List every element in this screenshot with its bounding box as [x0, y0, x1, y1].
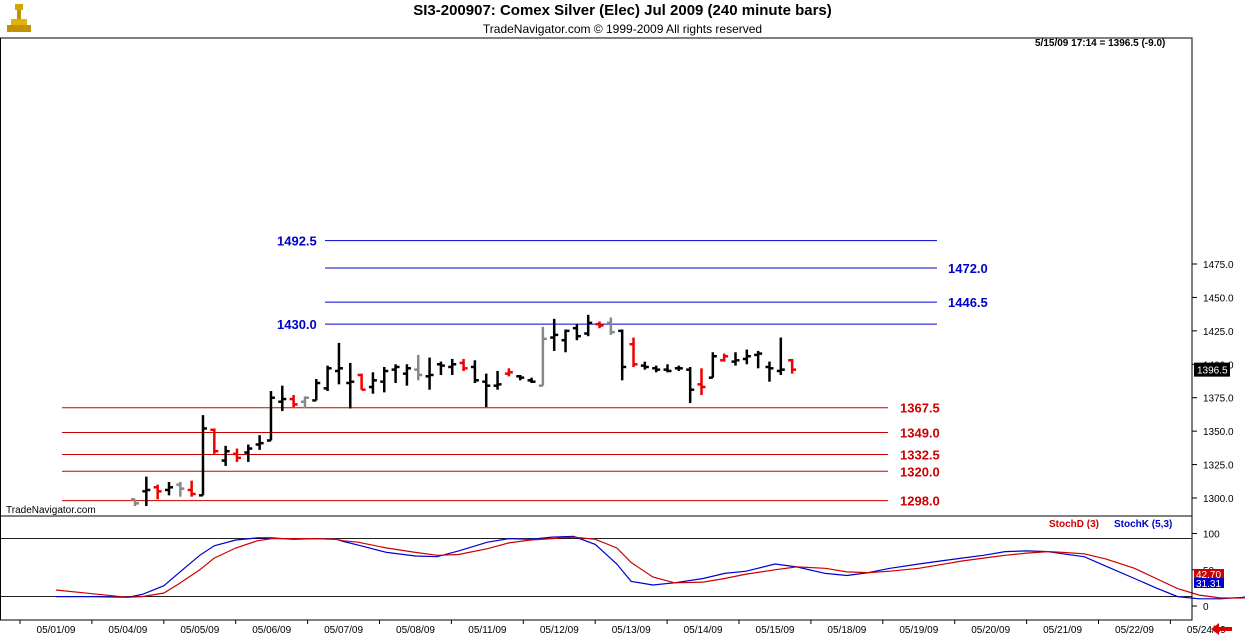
x-tick-label: 05/22/09 — [1115, 625, 1154, 636]
stochk-legend: StochK (5,3) — [1114, 519, 1172, 530]
watermark-text: TradeNavigator.com — [6, 505, 96, 516]
price-panel-border — [0, 37, 1193, 517]
level-label: 1446.5 — [948, 295, 988, 310]
scroll-left-arrow-icon[interactable] — [1211, 623, 1232, 635]
date-x-axis[interactable]: 05/01/09 05/04/09 05/05/09 05/06/09 05/07/09… — [19, 620, 1232, 636]
y-tick-label: 1375.0 — [1203, 394, 1234, 405]
level-label: 1320.0 — [900, 464, 940, 479]
x-tick-label: 05/18/09 — [827, 625, 866, 636]
tradenavigator-logo-icon — [7, 4, 31, 32]
stochd-legend: StochD (3) — [1049, 519, 1099, 530]
stoch-value-tag — [1194, 569, 1224, 579]
last-price-label: 1396.5 — [1197, 366, 1228, 377]
last-price-tag — [1194, 362, 1230, 377]
stochd-line — [55, 536, 1245, 599]
stoch-value-tag — [1194, 578, 1224, 588]
y-tick-label: 1300.0 — [1203, 494, 1234, 505]
level-label: 1430.0 — [277, 317, 317, 332]
x-tick-label: 05/19/09 — [899, 625, 938, 636]
copyright-text: TradeNavigator.com © 1999-2009 All right… — [482, 22, 763, 36]
level-label: 1492.5 — [277, 234, 317, 249]
level-label: 1332.5 — [900, 448, 940, 463]
chart-header: SI3-200907: Comex Silver (Elec) Jul 2009… — [0, 0, 1245, 40]
x-tick-label: 05/15/09 — [756, 625, 795, 636]
x-tick-label: 05/20/09 — [971, 625, 1010, 636]
stochk-line — [56, 535, 1245, 600]
price-y-axis: 1300.01325.01350.01375.01400.01425.01450… — [1192, 260, 1234, 505]
x-tick-label: 05/13/09 — [612, 625, 651, 636]
x-tick-label: 05/24/09 — [1187, 625, 1226, 636]
x-tick-label: 05/06/09 — [252, 625, 291, 636]
y-tick-label: 1475.0 — [1203, 260, 1234, 271]
x-tick-label: 05/01/09 — [37, 625, 76, 636]
y-tick-label: 1350.0 — [1203, 427, 1234, 438]
stoch-value-label: 42.70 — [1196, 570, 1221, 581]
stoch-value-label: 31.31 — [1196, 579, 1221, 590]
level-label: 1349.0 — [900, 425, 940, 440]
x-tick-label: 05/04/09 — [108, 625, 147, 636]
stoch-tick-label: 0 — [1203, 602, 1209, 613]
last-price-info: 5/15/09 17:14 = 1396.5 (-9.0) — [1035, 38, 1165, 49]
level-label: 1367.5 — [900, 401, 940, 416]
x-tick-label: 05/07/09 — [324, 625, 363, 636]
y-tick-label: 1450.0 — [1203, 293, 1234, 304]
level-label: 1472.0 — [948, 261, 988, 276]
x-tick-label: 05/14/09 — [684, 625, 723, 636]
chart-title: SI3-200907: Comex Silver (Elec) Jul 2009… — [413, 2, 832, 19]
stoch-panel-border — [0, 515, 1193, 621]
x-tick-label: 05/05/09 — [180, 625, 219, 636]
level-label: 1298.0 — [900, 494, 940, 509]
chart-frame — [0, 37, 1193, 621]
ohlc-bars — [131, 314, 797, 507]
x-tick-label: 05/08/09 — [396, 625, 435, 636]
x-tick-label: 05/12/09 — [540, 625, 579, 636]
stoch-tick-label: 100 — [1203, 530, 1220, 541]
price-level-lines: 1492.5 1472.0 1446.5 1430.0 1367.5 1349.0 1332… — [62, 234, 988, 509]
y-tick-label: 1325.0 — [1203, 461, 1234, 472]
y-tick-label: 1425.0 — [1203, 327, 1234, 338]
x-tick-label: 05/21/09 — [1043, 625, 1082, 636]
x-tick-label: 05/11/09 — [468, 625, 507, 636]
